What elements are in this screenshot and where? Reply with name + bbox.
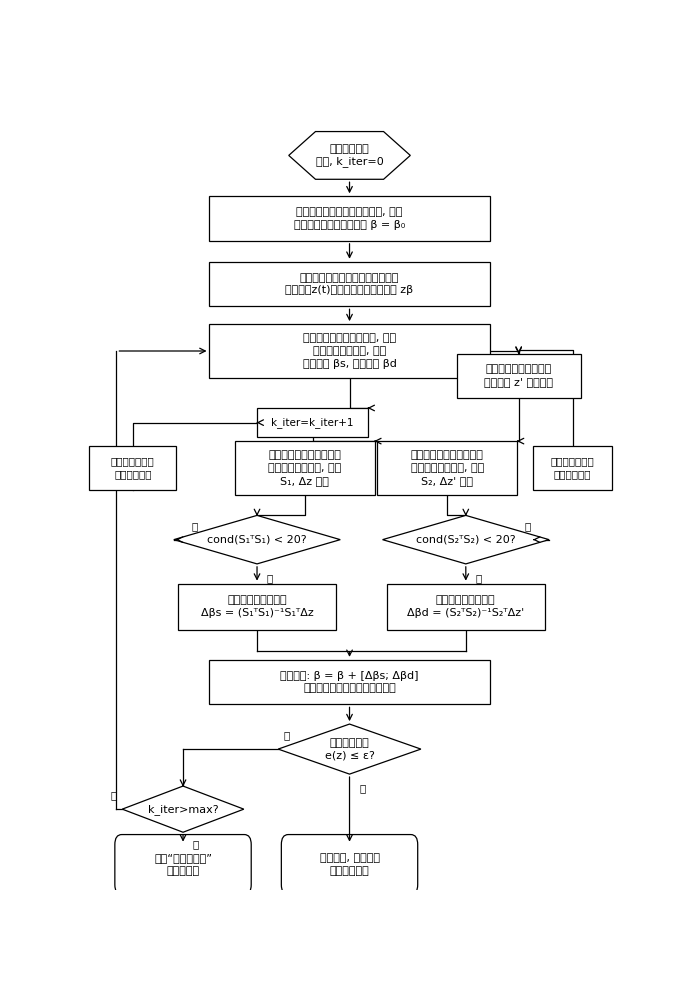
FancyBboxPatch shape [209,324,490,378]
FancyBboxPatch shape [377,441,518,495]
Text: 提示“优化不收敛”
，停止计算: 提示“优化不收敛” ，停止计算 [154,853,212,876]
Text: 优化结束, 输出等値
模型优化参数: 优化结束, 输出等値 模型优化参数 [320,853,379,876]
Polygon shape [174,515,340,564]
Text: 对静态参数优化后等値
系统响应 z' 进行预估: 对静态参数优化后等値 系统响应 z' 进行预估 [484,364,553,387]
Text: 对静态时段轨迹灵敏度、
响应曲线进行采样, 形成
S₁, Δz 矩阵: 对静态时段轨迹灵敏度、 响应曲线进行采样, 形成 S₁, Δz 矩阵 [268,450,341,486]
Text: cond(S₁ᵀS₁) < 20?: cond(S₁ᵀS₁) < 20? [207,535,307,545]
Text: 计算静态参数修正量
Δβs = (S₁ᵀS₁)⁻¹S₁ᵀΔz: 计算静态参数修正量 Δβs = (S₁ᵀS₁)⁻¹S₁ᵀΔz [201,595,314,618]
FancyBboxPatch shape [209,262,490,306]
Text: k_iter=k_iter+1: k_iter=k_iter+1 [271,417,354,428]
Text: 否: 否 [192,521,198,531]
FancyBboxPatch shape [209,196,490,241]
Text: 是: 是 [192,840,198,850]
Text: 否: 否 [284,730,290,740]
FancyBboxPatch shape [115,835,251,895]
FancyBboxPatch shape [282,835,417,895]
FancyBboxPatch shape [235,441,374,495]
Text: 是: 是 [267,573,273,583]
FancyBboxPatch shape [533,446,612,490]
Text: 开始等値模型
优化, k_iter=0: 开始等値模型 优化, k_iter=0 [316,144,383,167]
Text: 是: 是 [359,783,366,793]
FancyBboxPatch shape [209,660,490,704]
Text: 根据参数轨迹灵敏度特性, 选择
等値系统主导参数, 划分
静态参数 βs, 动态参数 βd: 根据参数轨迹灵敏度特性, 选择 等値系统主导参数, 划分 静态参数 βs, 动态… [303,333,396,369]
Text: 计算预想故障下原系统、等値系统
动态响应z(t)及等値系统轨迹灵敏度 zβ: 计算预想故障下原系统、等値系统 动态响应z(t)及等値系统轨迹灵敏度 zβ [286,273,413,295]
Text: 调整动态参数组
成及采样间隔: 调整动态参数组 成及采样间隔 [550,457,595,479]
Text: 否: 否 [524,521,531,531]
Polygon shape [383,515,549,564]
FancyBboxPatch shape [456,354,581,398]
Text: cond(S₂ᵀS₂) < 20?: cond(S₂ᵀS₂) < 20? [416,535,516,545]
Text: 等値模型校核
e(z) ≤ ε?: 等値模型校核 e(z) ≤ ε? [325,738,374,760]
FancyBboxPatch shape [178,584,336,630]
Polygon shape [122,786,244,832]
Text: 对动态时段轨迹灵敏度、
响应曲线进行采样, 形成
S₂, Δz' 矩阵: 对动态时段轨迹灵敏度、 响应曲线进行采样, 形成 S₂, Δz' 矩阵 [411,450,484,486]
Text: 计算动态参数修正量
Δβd = (S₂ᵀS₂)⁻¹S₂ᵀΔz': 计算动态参数修正量 Δβd = (S₂ᵀS₂)⁻¹S₂ᵀΔz' [407,595,524,618]
Polygon shape [278,724,421,774]
Text: 调整静态参数组
成及采样间隔: 调整静态参数组 成及采样间隔 [111,457,155,479]
FancyBboxPatch shape [89,446,177,490]
FancyBboxPatch shape [387,584,545,630]
Text: 是: 是 [475,573,481,583]
Text: 对电力系统进行动态等値计算, 确定
等値模型结构、参数初値 β = β₀: 对电力系统进行动态等値计算, 确定 等値模型结构、参数初値 β = β₀ [294,207,405,230]
FancyBboxPatch shape [257,408,368,437]
Text: 修正参数: β = β + [Δβs; Δβd]
重新计算动态响应及轨迹灵敏度: 修正参数: β = β + [Δβs; Δβd] 重新计算动态响应及轨迹灵敏度 [280,671,419,694]
Text: k_iter>max?: k_iter>max? [148,804,218,815]
Polygon shape [288,132,411,179]
Text: 否: 否 [110,790,117,800]
